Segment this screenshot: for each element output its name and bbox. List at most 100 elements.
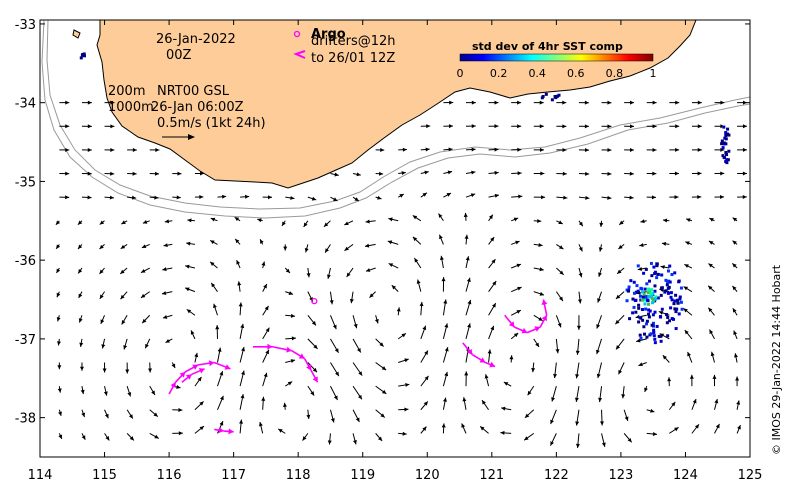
current-vector-head — [194, 352, 199, 358]
sst-stddev-cell — [82, 54, 86, 58]
current-vector-head — [99, 294, 104, 299]
drifter-arrowhead — [224, 364, 231, 370]
current-vector-head — [287, 381, 293, 386]
sst-stddev-cell — [679, 300, 683, 304]
current-vector-head — [260, 239, 264, 244]
x-tick-label: 125 — [738, 468, 763, 483]
current-vector-head — [576, 325, 581, 330]
sst-stddev-cell — [631, 297, 635, 301]
sst-stddev-cell — [647, 315, 651, 319]
y-tick-label: -33 — [15, 18, 36, 33]
colorbar-tick-label: 0.4 — [528, 67, 546, 80]
current-vector-head — [241, 370, 245, 375]
current-vector-head — [412, 215, 418, 220]
x-tick-label: 121 — [479, 468, 504, 483]
current-vector-head — [288, 291, 294, 295]
current-vector-head — [524, 436, 529, 441]
current-vector-head — [290, 313, 296, 318]
sst-stddev-cell — [669, 291, 673, 295]
sst-stddev-cell — [666, 315, 670, 319]
current-vector-head — [471, 147, 476, 152]
sst-stddev-cell — [666, 291, 670, 295]
current-vector-head — [110, 147, 115, 152]
current-vector-head — [424, 170, 429, 175]
current-vector-head — [178, 431, 183, 436]
sst-stddev-cell — [649, 332, 653, 336]
sst-stddev-cell — [660, 273, 664, 277]
sst-stddev-cell — [625, 299, 629, 303]
current-vector-head — [416, 279, 421, 284]
sst-stddev-cell — [645, 298, 649, 302]
current-vector-head — [57, 341, 61, 346]
current-vector-head — [516, 263, 521, 268]
sst-stddev-cell — [724, 137, 728, 141]
current-vector-head — [290, 195, 295, 200]
scale-arrow — [162, 134, 195, 140]
sst-stddev-cell — [674, 327, 678, 331]
sst-stddev-cell — [650, 323, 654, 327]
sst-stddev-cell — [645, 282, 649, 286]
current-vector-head — [636, 338, 641, 343]
current-vector-head — [369, 293, 374, 298]
current-vector-head — [57, 365, 62, 370]
current-vector-head — [79, 342, 84, 347]
current-vector-head — [110, 124, 115, 129]
current-vector-head — [185, 287, 190, 292]
current-vector-head — [596, 349, 600, 355]
current-vector-head — [550, 441, 554, 446]
current-vector-head — [58, 411, 62, 416]
current-vector-head — [585, 195, 590, 200]
sst-stddev-cell — [664, 289, 668, 293]
sst-stddev-cell — [649, 261, 653, 265]
current-vector-head — [304, 248, 309, 253]
x-tick-label: 124 — [673, 468, 698, 483]
current-vector-head — [629, 195, 634, 200]
current-vector-head — [584, 148, 590, 153]
current-vector-head — [697, 147, 702, 152]
colorbar-tick-label: 0.2 — [490, 67, 508, 80]
drifter-arrowhead — [298, 353, 305, 359]
current-vector-head — [562, 171, 567, 176]
current-vector-head — [538, 242, 543, 247]
sst-stddev-cell — [554, 95, 558, 99]
current-vector-head — [353, 323, 358, 329]
sst-stddev-cell — [650, 295, 654, 299]
sst-stddev-cell — [677, 279, 681, 283]
current-vector-head — [596, 324, 601, 329]
current-vector-head — [652, 432, 658, 436]
current-vector-head — [154, 434, 159, 439]
current-vector-head — [56, 244, 61, 249]
current-vector-head — [210, 261, 215, 267]
current-vector-head — [161, 291, 167, 296]
current-vector-head — [494, 193, 500, 198]
current-vector-head — [683, 308, 688, 313]
sst-stddev-cell — [645, 322, 649, 326]
sst-stddev-cell — [670, 273, 674, 277]
sst-stddev-cell — [678, 295, 682, 299]
colorbar-gradient — [459, 53, 654, 62]
current-vector-head — [607, 195, 612, 200]
sst-stddev-cell — [653, 337, 657, 341]
sst-stddev-cell — [668, 319, 672, 323]
current-vector-head — [488, 214, 493, 220]
current-vector-head — [539, 267, 544, 272]
current-vector-head — [326, 274, 331, 279]
colorbar-tick-label: 0.8 — [606, 67, 624, 80]
current-vector-head — [538, 316, 543, 321]
current-vector-head — [356, 172, 361, 177]
current-vector-head — [687, 351, 691, 357]
current-vector-head — [399, 194, 404, 198]
current-vector-head — [302, 436, 307, 441]
current-vector-head — [131, 195, 137, 200]
x-tick-label: 117 — [221, 468, 246, 483]
current-vector-head — [234, 217, 240, 222]
sst-stddev-cell — [79, 56, 83, 60]
current-vector-head — [563, 195, 568, 200]
current-vector-head — [509, 355, 514, 360]
current-vectors — [55, 100, 747, 449]
current-vector-head — [99, 244, 104, 250]
current-vector-head — [720, 171, 725, 176]
sst-stddev-cell — [632, 280, 636, 284]
current-vector-head — [221, 194, 227, 199]
